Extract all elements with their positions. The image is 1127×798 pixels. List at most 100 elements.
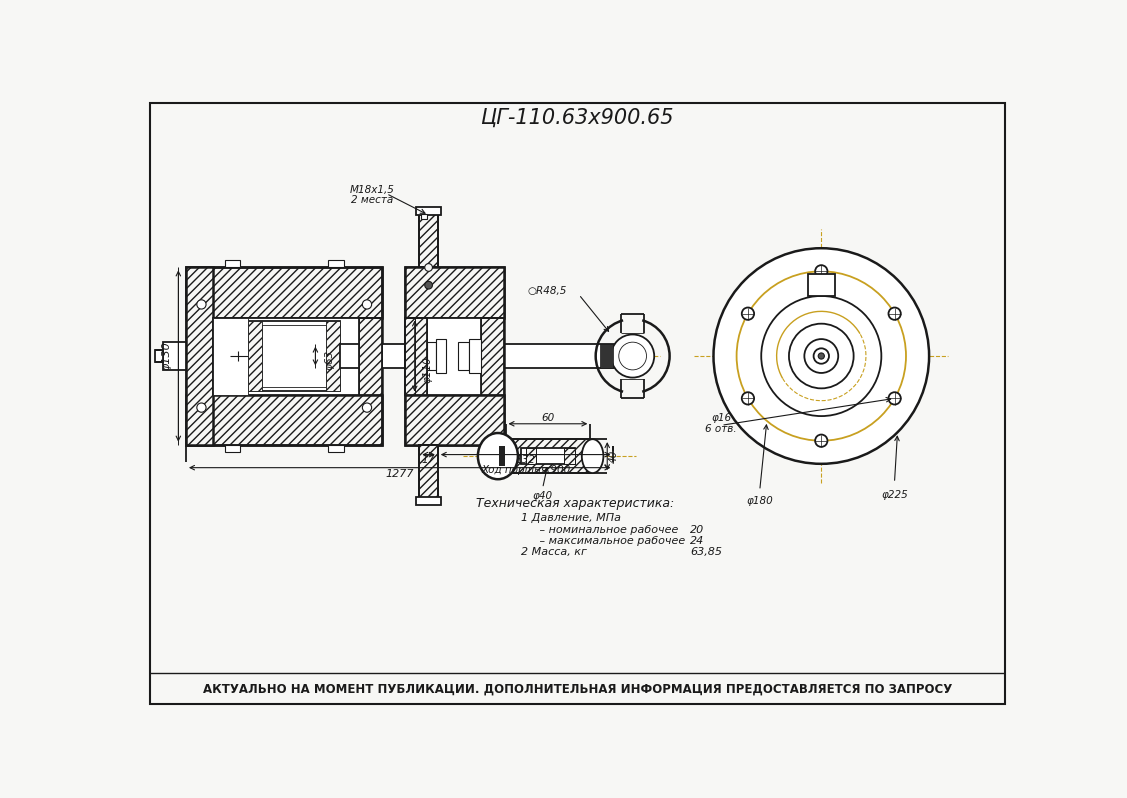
Circle shape [789,324,853,389]
Circle shape [425,263,433,271]
Bar [406,267,504,318]
Bar [565,448,575,464]
Text: АКТУАЛЬНО НА МОМЕНТ ПУБЛИКАЦИИ. ДОПОЛНИТЕЛЬНАЯ ИНФОРМАЦИЯ ПРЕДОСТАВЛЯЕТСЯ ПО ЗАП: АКТУАЛЬНО НА МОМЕНТ ПУБЛИКАЦИИ. ДОПОЛНИТ… [203,682,952,695]
Bar [469,339,481,373]
Bar [213,318,248,394]
Circle shape [888,392,900,405]
Text: φ130: φ130 [162,342,171,370]
Text: 2 Масса, кг: 2 Масса, кг [521,547,587,556]
Text: 17: 17 [421,455,435,465]
Circle shape [761,296,881,416]
Bar [427,342,436,370]
Bar [416,497,441,504]
Text: ЦГ-110.63х900.65: ЦГ-110.63х900.65 [480,107,674,128]
Bar [808,275,835,296]
Bar [458,342,469,370]
Circle shape [815,435,827,447]
Circle shape [197,300,206,309]
Bar [406,318,427,394]
Circle shape [805,339,838,373]
Text: φ16: φ16 [711,413,731,423]
Bar [156,350,163,362]
Bar [328,444,344,452]
Bar [224,444,240,452]
Circle shape [818,353,824,359]
Bar [525,448,536,464]
Bar [248,322,340,391]
Polygon shape [230,350,248,361]
Text: 20: 20 [691,525,704,535]
Circle shape [611,334,654,377]
Bar [406,267,504,444]
Circle shape [619,342,647,370]
Text: ○R48,5: ○R48,5 [527,286,567,296]
Bar [326,322,340,391]
Bar [163,342,186,370]
Bar [406,318,427,394]
Text: 2 места: 2 места [352,195,393,205]
Bar [186,267,213,444]
Text: 1277: 1277 [385,469,414,479]
Circle shape [815,265,827,278]
Bar [565,448,575,464]
Text: Ход поршня 900: Ход поршня 900 [481,465,570,475]
Bar [340,344,615,369]
Bar [506,439,591,473]
Text: – номинальное рабочее: – номинальное рабочее [529,525,678,535]
Circle shape [713,248,929,464]
Bar [498,446,505,466]
Bar [481,318,504,394]
Ellipse shape [582,439,603,473]
Bar [419,444,437,499]
Text: 1 Давление, МПа: 1 Давление, МПа [521,512,621,523]
Bar [213,331,224,381]
Bar [600,344,613,369]
Bar [360,318,382,394]
Circle shape [425,282,433,289]
Bar [186,267,382,318]
Text: 132: 132 [516,455,535,465]
Circle shape [814,348,829,364]
Bar [186,267,382,444]
Bar [224,329,246,383]
Bar [419,214,437,267]
Bar [506,439,591,473]
Circle shape [742,307,754,320]
Text: 6 отв.: 6 отв. [706,425,737,434]
Bar [416,207,441,215]
Text: φ180: φ180 [746,496,773,506]
Bar [328,260,344,267]
Bar [419,444,437,499]
Bar [186,394,382,444]
Text: – максимальное рабочее: – максимальное рабочее [529,535,685,546]
Circle shape [197,403,206,413]
Text: 24: 24 [691,535,704,546]
Bar [360,318,382,394]
Text: Техническая характеристика:: Техническая характеристика: [476,497,674,511]
Bar [261,326,326,387]
Text: 60: 60 [541,413,554,423]
Bar [521,448,575,464]
Bar [248,322,261,391]
Text: φ225: φ225 [881,490,908,500]
Ellipse shape [478,433,518,480]
Bar [406,318,504,394]
Bar [406,394,504,444]
Bar [213,318,382,394]
Text: 40: 40 [610,449,619,463]
Circle shape [363,300,372,309]
Bar [224,260,240,267]
Bar [436,339,445,373]
Text: φ63: φ63 [325,350,335,370]
Bar [420,215,427,219]
Circle shape [742,392,754,405]
Text: 63,85: 63,85 [691,547,722,556]
Circle shape [888,307,900,320]
Text: М18х1,5: М18х1,5 [350,184,394,195]
Circle shape [363,403,372,413]
Bar [481,318,504,394]
Bar [419,214,437,267]
Bar [525,448,536,464]
Text: φ110: φ110 [423,357,433,383]
Text: φ40: φ40 [532,491,552,501]
